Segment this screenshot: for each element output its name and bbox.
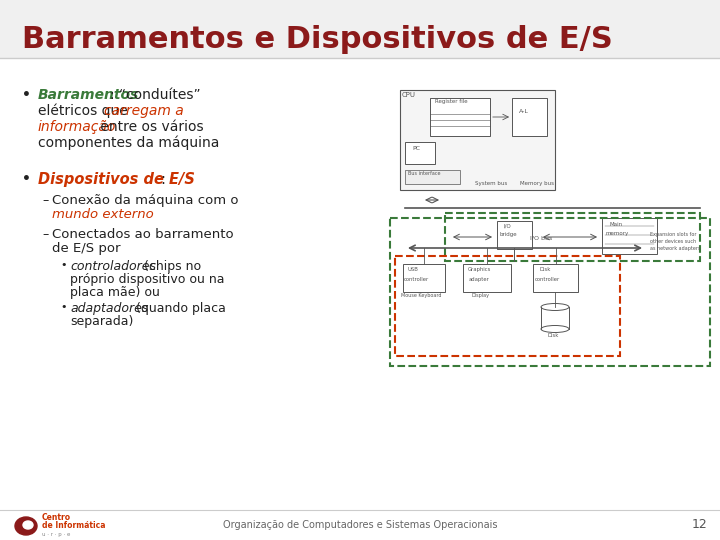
- Text: CPU: CPU: [402, 92, 416, 98]
- Text: –: –: [42, 194, 48, 207]
- Ellipse shape: [15, 517, 37, 535]
- Text: A-L: A-L: [519, 109, 529, 114]
- Text: u · r · p · e: u · r · p · e: [42, 532, 71, 537]
- Text: Dispositivos de E/S: Dispositivos de E/S: [38, 172, 195, 187]
- Text: I/O: I/O: [504, 223, 512, 228]
- Bar: [602, 218, 657, 254]
- Text: Bus interface: Bus interface: [408, 171, 441, 176]
- Text: memory: memory: [606, 231, 629, 236]
- Text: Register file: Register file: [435, 99, 467, 104]
- Bar: [430, 98, 490, 136]
- Text: de E/S por: de E/S por: [52, 242, 120, 255]
- Text: de Informática: de Informática: [42, 521, 106, 530]
- Text: : “conduítes”: : “conduítes”: [110, 88, 201, 102]
- Text: controladores: controladores: [70, 260, 156, 273]
- Text: •: •: [22, 172, 31, 186]
- Text: Organização de Computadores e Sistemas Operacionais: Organização de Computadores e Sistemas O…: [222, 520, 498, 530]
- Text: adaptadores: adaptadores: [70, 302, 148, 315]
- Text: Barramentos e Dispositivos de E/S: Barramentos e Dispositivos de E/S: [22, 25, 613, 55]
- Bar: [0, 0, 720, 58]
- Text: Graphics: Graphics: [468, 267, 491, 272]
- Text: componentes da máquina: componentes da máquina: [38, 136, 220, 151]
- Text: as network adapters: as network adapters: [650, 246, 701, 251]
- Text: Disk: Disk: [539, 267, 550, 272]
- Text: separada): separada): [70, 315, 133, 328]
- Ellipse shape: [541, 303, 569, 310]
- Text: •: •: [22, 88, 31, 102]
- Text: •: •: [60, 260, 66, 270]
- Text: Memory bus: Memory bus: [520, 181, 554, 186]
- Text: other devices such: other devices such: [650, 239, 696, 244]
- Bar: [403, 264, 445, 292]
- Text: (quando placa: (quando placa: [132, 302, 226, 315]
- Text: próprio dispositivo ou na: próprio dispositivo ou na: [70, 273, 225, 286]
- Ellipse shape: [541, 326, 569, 333]
- Bar: [497, 221, 532, 249]
- Text: informação: informação: [38, 120, 117, 134]
- Text: USB: USB: [408, 267, 419, 272]
- Text: Centro: Centro: [42, 513, 71, 522]
- Text: mundo externo: mundo externo: [52, 208, 154, 221]
- Bar: [541, 307, 569, 329]
- Ellipse shape: [23, 521, 33, 529]
- Text: (chips no: (chips no: [140, 260, 201, 273]
- Text: Expansion slots for: Expansion slots for: [650, 232, 696, 237]
- Text: Display: Display: [471, 293, 489, 298]
- Text: :: :: [160, 172, 165, 187]
- Bar: [533, 264, 578, 292]
- Text: entre os vários: entre os vários: [96, 120, 204, 134]
- Text: carregam a: carregam a: [104, 104, 184, 118]
- Text: adapter: adapter: [469, 277, 490, 282]
- Text: Conectados ao barramento: Conectados ao barramento: [52, 228, 233, 241]
- Text: placa mãe) ou: placa mãe) ou: [70, 286, 160, 299]
- Text: Main: Main: [610, 222, 623, 227]
- Bar: [405, 170, 460, 184]
- Text: PC: PC: [412, 146, 420, 151]
- Bar: [400, 90, 555, 190]
- Text: Conexão da máquina com o: Conexão da máquina com o: [52, 194, 238, 207]
- Bar: [512, 98, 547, 136]
- Text: bridge: bridge: [500, 232, 518, 237]
- Text: System bus: System bus: [475, 181, 508, 186]
- Bar: [463, 264, 511, 292]
- Text: controller: controller: [535, 277, 560, 282]
- Text: 12: 12: [692, 518, 708, 531]
- Text: controller: controller: [404, 277, 429, 282]
- Text: Mouse Keyboard: Mouse Keyboard: [401, 293, 441, 298]
- Text: Disk: Disk: [548, 333, 559, 338]
- Text: •: •: [60, 302, 66, 312]
- Text: –: –: [42, 228, 48, 241]
- Text: Barramentos: Barramentos: [38, 88, 139, 102]
- Text: I/O bus: I/O bus: [530, 236, 552, 241]
- Bar: [405, 142, 435, 164]
- Text: elétricos que: elétricos que: [38, 104, 132, 118]
